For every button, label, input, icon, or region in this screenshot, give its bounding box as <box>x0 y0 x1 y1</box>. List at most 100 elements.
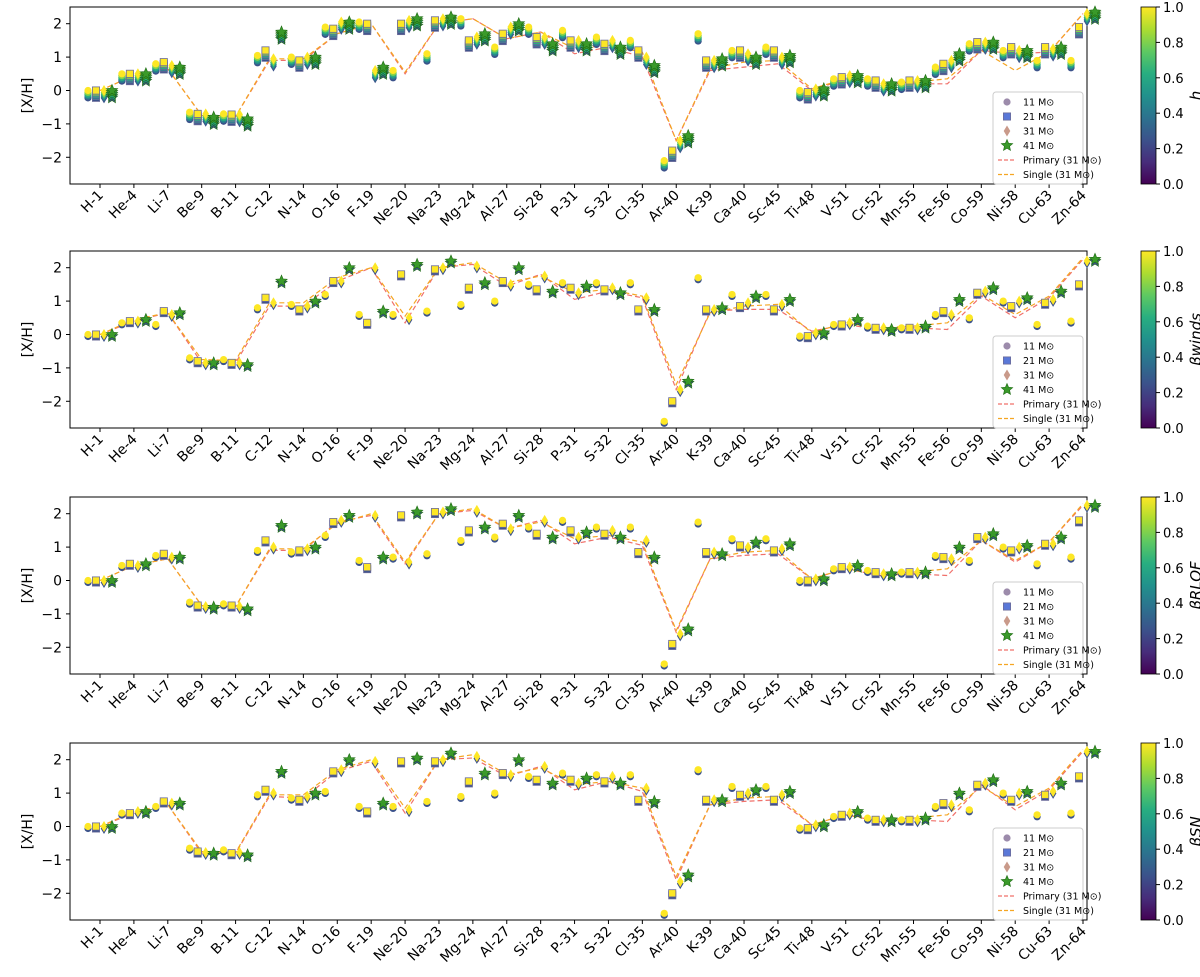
x-tick-label: Cl-35 <box>612 432 649 469</box>
marker-21 <box>600 777 609 786</box>
x-tick-label: Ca-40 <box>710 678 750 718</box>
marker-41 <box>342 15 356 28</box>
marker-31 <box>1083 8 1091 20</box>
colorbar-tick-label: 1.0 <box>1163 1 1184 16</box>
marker-41 <box>376 304 390 317</box>
marker-31 <box>778 543 786 555</box>
marker-21 <box>227 358 236 367</box>
x-tick-label: He-4 <box>106 677 141 712</box>
marker-31 <box>168 59 176 71</box>
single-line <box>99 749 1084 879</box>
marker-11 <box>186 354 194 362</box>
marker-41 <box>613 776 627 789</box>
marker-41 <box>919 811 932 824</box>
marker-21 <box>600 39 609 48</box>
legend-marker <box>1003 112 1012 121</box>
marker-11 <box>592 771 601 779</box>
legend-label: Primary (31 M⊙) <box>1023 156 1101 167</box>
marker-41 <box>173 796 187 809</box>
marker-21 <box>261 46 270 55</box>
x-tick-label: Si-28 <box>511 188 548 225</box>
marker-21 <box>125 317 134 326</box>
marker-31 <box>914 322 921 334</box>
marker-31 <box>1083 499 1091 511</box>
marker-31 <box>236 109 243 121</box>
x-tick-label: H-1 <box>78 924 107 953</box>
x-tick-label: B-11 <box>208 924 242 958</box>
legend-label: 11 M⊙ <box>1023 342 1054 353</box>
marker-21 <box>193 601 202 610</box>
marker-21 <box>769 795 778 804</box>
marker-41 <box>1088 744 1102 757</box>
marker-41 <box>986 35 1000 48</box>
marker-41 <box>444 746 458 759</box>
x-tick-label: Fe-56 <box>916 923 955 962</box>
x-tick-label: Mn-55 <box>878 678 920 720</box>
marker-31 <box>710 546 718 558</box>
marker-41 <box>952 292 966 305</box>
legend-box <box>992 91 1084 185</box>
x-tick-label: O-16 <box>309 923 345 959</box>
marker-21 <box>837 810 846 819</box>
marker-11 <box>321 23 329 31</box>
marker-21 <box>939 59 948 68</box>
primary-line <box>99 258 1084 392</box>
y-tick-label: 2 <box>53 753 62 769</box>
marker-11 <box>626 523 634 531</box>
x-tick-label: S-32 <box>582 188 616 222</box>
x-tick-label: S-32 <box>582 924 616 958</box>
marker-11 <box>694 766 702 774</box>
marker-41 <box>919 565 932 578</box>
marker-11 <box>287 53 295 61</box>
legend-label: 41 M⊙ <box>1023 385 1054 396</box>
colorbar-tick-label: 0.8 <box>1163 526 1184 541</box>
panel-4: −2 −1 0 1 2 [X/H] H-1 He-4 Li-7 Be-9 B-11 C-12 N-14O… <box>20 737 1200 966</box>
marker-31 <box>812 573 820 585</box>
x-tick-label: Na-23 <box>405 924 446 965</box>
legend: 11 M⊙ 21 M⊙ 31 M⊙ 41 M⊙ Primary (31 M⊙) Singl… <box>992 335 1101 429</box>
marker-41 <box>139 67 153 80</box>
marker-11 <box>965 556 973 565</box>
marker-41 <box>817 818 831 831</box>
marker-21 <box>227 110 236 119</box>
marker-11 <box>186 108 194 116</box>
legend: 11 M⊙ 21 M⊙ 31 M⊙ 41 M⊙ Primary (31 M⊙) Singl… <box>992 827 1101 921</box>
marker-21 <box>566 526 575 535</box>
marker-21 <box>363 19 372 28</box>
x-tick-label: O-16 <box>309 677 345 713</box>
marker-21 <box>1075 23 1084 32</box>
marker-11 <box>1033 811 1041 819</box>
colorbar-tick-label: 0.0 <box>1163 914 1184 929</box>
x-tick-label: Mg-24 <box>437 677 479 719</box>
legend-label: 31 M⊙ <box>1023 371 1054 382</box>
marker-11 <box>152 320 160 329</box>
x-tick-label: H-1 <box>78 188 107 217</box>
marker-11 <box>219 110 228 118</box>
marker-21 <box>159 58 168 67</box>
colorbar-tick-label: 1.0 <box>1163 491 1184 506</box>
marker-11 <box>287 300 295 309</box>
marker-31 <box>405 556 413 568</box>
marker-21 <box>1075 772 1084 781</box>
marker-31 <box>168 308 176 320</box>
marker-21 <box>837 563 846 572</box>
marker-31 <box>744 787 752 799</box>
marker-41 <box>715 301 729 314</box>
marker-41 <box>715 52 729 65</box>
colorbar: 0.0 0.2 0.4 0.6 0.8 1.0 βRLOF <box>1140 491 1200 683</box>
marker-21 <box>430 757 439 766</box>
marker-41 <box>376 796 390 809</box>
marker-31 <box>507 523 515 535</box>
x-tick-label: He-4 <box>106 431 141 466</box>
marker-21 <box>329 518 338 527</box>
marker-41 <box>1088 498 1102 511</box>
x-tick-label: Zn-64 <box>1049 677 1090 718</box>
marker-41 <box>207 846 221 859</box>
marker-41 <box>1088 252 1102 265</box>
marker-31 <box>439 506 447 518</box>
marker-41 <box>308 786 322 799</box>
marker-11 <box>762 535 770 543</box>
marker-31 <box>609 770 616 782</box>
marker-41 <box>885 77 899 90</box>
legend-label: 41 M⊙ <box>1023 877 1054 888</box>
